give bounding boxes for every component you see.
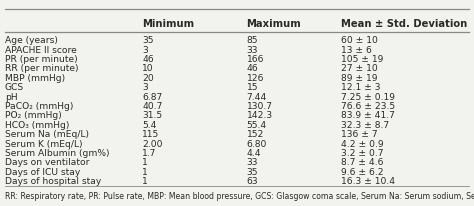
Text: 55.4: 55.4 (246, 121, 267, 130)
Text: 1: 1 (142, 177, 148, 186)
Text: PO₂ (mmHg): PO₂ (mmHg) (5, 111, 62, 121)
Text: 7.44: 7.44 (246, 93, 267, 102)
Text: 9.6 ± 6.2: 9.6 ± 6.2 (341, 168, 384, 177)
Text: 3: 3 (142, 83, 148, 92)
Text: 46: 46 (246, 64, 258, 74)
Text: HCO₃ (mmHg): HCO₃ (mmHg) (5, 121, 69, 130)
Text: 115: 115 (142, 130, 159, 139)
Text: 16.3 ± 10.4: 16.3 ± 10.4 (341, 177, 395, 186)
Text: APACHE II score: APACHE II score (5, 46, 76, 55)
Text: Mean ± Std. Deviation: Mean ± Std. Deviation (341, 19, 467, 29)
Text: 6.87: 6.87 (142, 93, 163, 102)
Text: 152: 152 (246, 130, 264, 139)
Text: Serum Albumin (gm%): Serum Albumin (gm%) (5, 149, 109, 158)
Text: 35: 35 (246, 168, 258, 177)
Text: Maximum: Maximum (246, 19, 301, 29)
Text: 130.7: 130.7 (246, 102, 273, 111)
Text: pH: pH (5, 93, 18, 102)
Text: 76.6 ± 23.5: 76.6 ± 23.5 (341, 102, 395, 111)
Text: Serum Na (mEq/L): Serum Na (mEq/L) (5, 130, 89, 139)
Text: Days of ICU stay: Days of ICU stay (5, 168, 80, 177)
Text: Age (years): Age (years) (5, 36, 58, 45)
Text: MBP (mmHg): MBP (mmHg) (5, 74, 65, 83)
Text: Days on ventilator: Days on ventilator (5, 158, 89, 167)
Text: 126: 126 (246, 74, 264, 83)
Text: 40.7: 40.7 (142, 102, 163, 111)
Text: 85: 85 (246, 36, 258, 45)
Text: 27 ± 10: 27 ± 10 (341, 64, 378, 74)
Text: 4.4: 4.4 (246, 149, 261, 158)
Text: 166: 166 (246, 55, 264, 64)
Text: Days of hospital stay: Days of hospital stay (5, 177, 101, 186)
Text: 46: 46 (142, 55, 154, 64)
Text: 83.9 ± 41.7: 83.9 ± 41.7 (341, 111, 395, 121)
Text: Minimum: Minimum (142, 19, 194, 29)
Text: 8.7 ± 4.6: 8.7 ± 4.6 (341, 158, 384, 167)
Text: 1: 1 (142, 168, 148, 177)
Text: 32.3 ± 8.7: 32.3 ± 8.7 (341, 121, 390, 130)
Text: 3: 3 (142, 46, 148, 55)
Text: 4.2 ± 0.9: 4.2 ± 0.9 (341, 140, 384, 149)
Text: 13 ± 6: 13 ± 6 (341, 46, 372, 55)
Text: 33: 33 (246, 158, 258, 167)
Text: 6.80: 6.80 (246, 140, 267, 149)
Text: 1.7: 1.7 (142, 149, 156, 158)
Text: 5.4: 5.4 (142, 121, 157, 130)
Text: 63: 63 (246, 177, 258, 186)
Text: PaCO₂ (mmHg): PaCO₂ (mmHg) (5, 102, 73, 111)
Text: 142.3: 142.3 (246, 111, 273, 121)
Text: 10: 10 (142, 64, 154, 74)
Text: RR: Respiratory rate, PR: Pulse rate, MBP: Mean blood pressure, GCS: Glasgow com: RR: Respiratory rate, PR: Pulse rate, MB… (5, 192, 474, 201)
Text: 1: 1 (142, 158, 148, 167)
Text: 35: 35 (142, 36, 154, 45)
Text: GCS: GCS (5, 83, 24, 92)
Text: 20: 20 (142, 74, 154, 83)
Text: 12.1 ± 3: 12.1 ± 3 (341, 83, 381, 92)
Text: 15: 15 (246, 83, 258, 92)
Text: 31.5: 31.5 (142, 111, 162, 121)
Text: 89 ± 19: 89 ± 19 (341, 74, 378, 83)
Text: 3.2 ± 0.7: 3.2 ± 0.7 (341, 149, 384, 158)
Text: 105 ± 19: 105 ± 19 (341, 55, 383, 64)
Text: 7.25 ± 0.19: 7.25 ± 0.19 (341, 93, 395, 102)
Text: Serum K (mEq/L): Serum K (mEq/L) (5, 140, 82, 149)
Text: RR (per minute): RR (per minute) (5, 64, 78, 74)
Text: 60 ± 10: 60 ± 10 (341, 36, 378, 45)
Text: 136 ± 7: 136 ± 7 (341, 130, 378, 139)
Text: 2.00: 2.00 (142, 140, 163, 149)
Text: 33: 33 (246, 46, 258, 55)
Text: PR (per minute): PR (per minute) (5, 55, 77, 64)
